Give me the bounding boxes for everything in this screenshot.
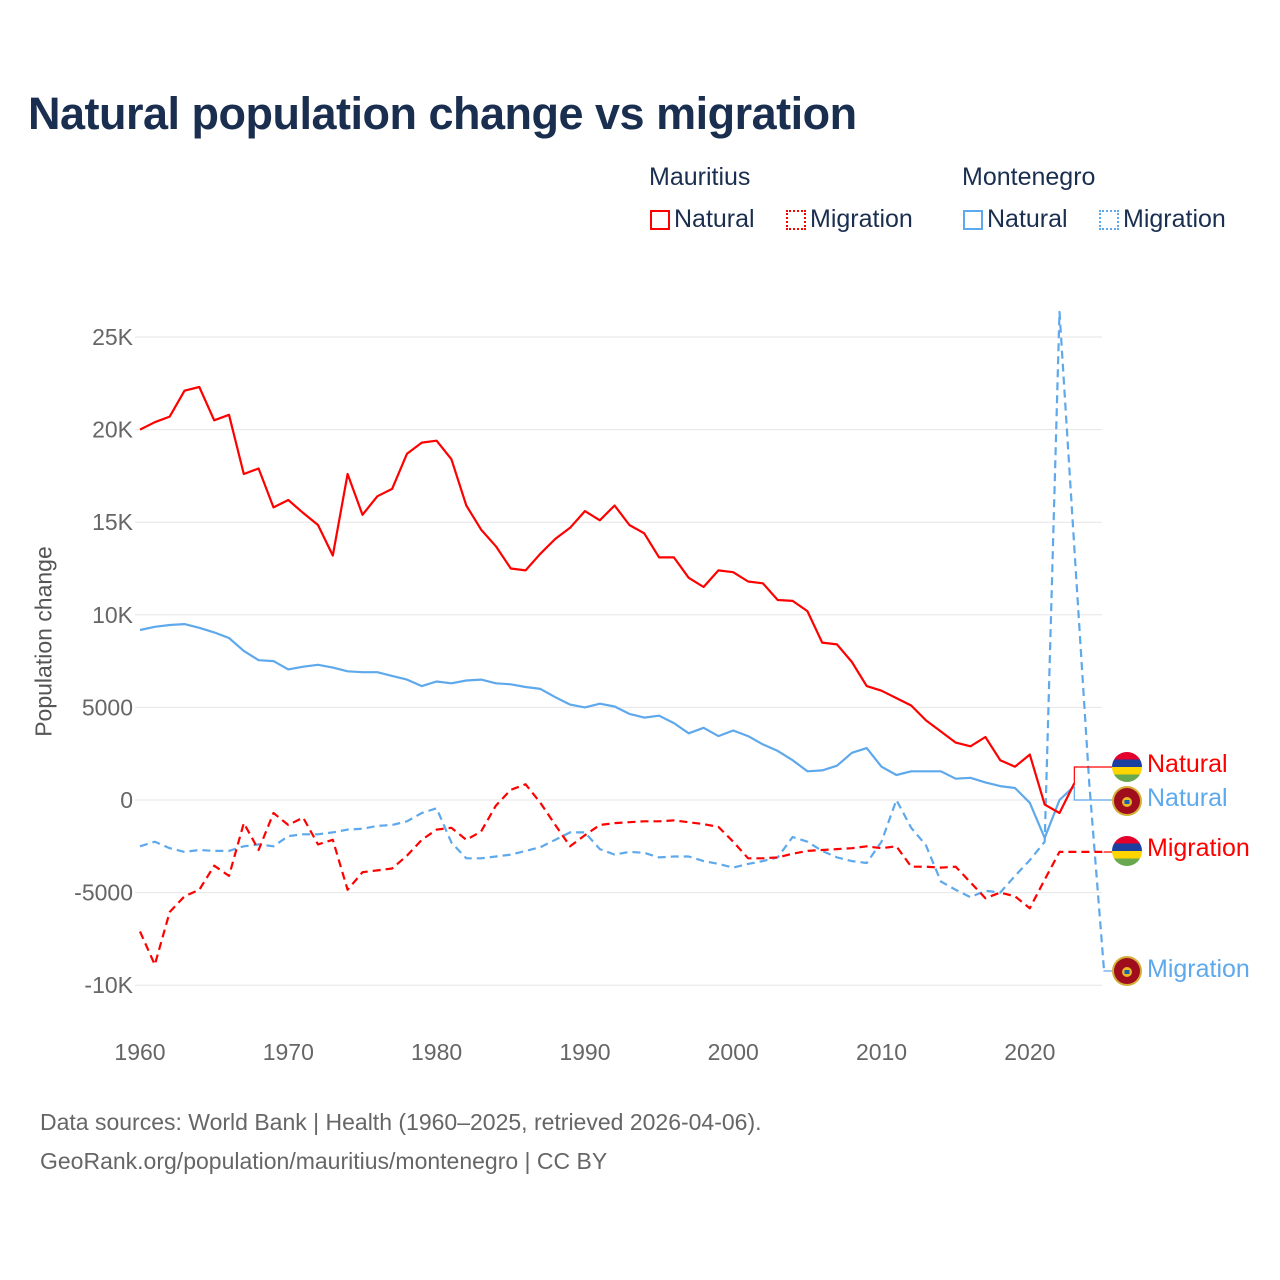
legend-label: Natural (987, 205, 1068, 233)
x-tick-label: 2020 (1004, 1039, 1055, 1065)
legend-swatch-dotted (1099, 210, 1119, 230)
y-tick-label: -10K (84, 972, 133, 998)
end-label-montenegro-migration: Migration (1147, 955, 1250, 983)
series-line-mauritius-migration (138, 783, 1104, 966)
montenegro-flag-icon (1112, 786, 1142, 816)
flag-emblem-shield (1124, 970, 1130, 974)
legend-swatch-solid (963, 210, 983, 230)
flag-stripe (1112, 767, 1142, 775)
legend-label: Migration (810, 205, 913, 233)
flag-stripe (1112, 759, 1142, 767)
flag-stripe (1112, 774, 1142, 782)
end-label-mauritius-natural: Natural (1147, 750, 1228, 778)
legend-montenegro-natural[interactable]: Natural (963, 205, 1068, 234)
y-tick-label: -5000 (74, 880, 133, 906)
x-tick-label: 1990 (559, 1039, 610, 1065)
y-tick-label: 20K (92, 417, 134, 443)
legend-mauritius-migration[interactable]: Migration (786, 205, 913, 234)
footer-sources: Data sources: World Bank | Health (1960–… (40, 1109, 762, 1135)
flag-stripe (1112, 858, 1142, 866)
y-tick-label: 15K (92, 509, 134, 535)
flag-stripe (1112, 836, 1142, 844)
legend-label: Natural (674, 205, 755, 233)
flag-stripe (1112, 851, 1142, 859)
x-tick-label: 2000 (708, 1039, 759, 1065)
series-line-montenegro-migration (139, 310, 1106, 971)
y-tick-label: 10K (92, 602, 134, 628)
label-connector (1073, 766, 1112, 784)
legend-label: Migration (1123, 205, 1226, 233)
mauritius-flag-icon (1112, 752, 1142, 782)
legend-group-montenegro: Montenegro (962, 163, 1096, 191)
y-tick-label: 25K (92, 324, 134, 350)
legend-group-mauritius: Mauritius (649, 163, 751, 191)
legend-montenegro-migration[interactable]: Migration (1099, 205, 1226, 234)
label-connector (1103, 970, 1112, 972)
flag-stripe (1112, 752, 1142, 760)
x-tick-label: 1960 (114, 1039, 165, 1065)
footer-link[interactable]: GeoRank.org/population/mauritius/montene… (40, 1148, 608, 1174)
x-tick-label: 2010 (856, 1039, 907, 1065)
flag-emblem-shield (1124, 800, 1130, 804)
legend-mauritius-natural[interactable]: Natural (650, 205, 755, 234)
legend-swatch-dotted (786, 210, 806, 230)
x-tick-label: 1970 (263, 1039, 314, 1065)
x-tick-label: 1980 (411, 1039, 462, 1065)
mauritius-flag-icon (1112, 836, 1142, 866)
label-connector (1073, 786, 1112, 801)
legend-swatch-solid (650, 210, 670, 230)
chart-title: Natural population change vs migration (28, 88, 857, 139)
end-label-montenegro-natural: Natural (1147, 784, 1228, 812)
series-line-montenegro-natural (139, 623, 1076, 840)
series-line-mauritius-natural (139, 385, 1076, 815)
end-label-mauritius-migration: Migration (1147, 834, 1250, 862)
y-tick-label: 0 (120, 787, 133, 813)
flag-stripe (1112, 843, 1142, 851)
y-tick-label: 5000 (82, 694, 133, 720)
montenegro-flag-icon (1112, 956, 1142, 986)
